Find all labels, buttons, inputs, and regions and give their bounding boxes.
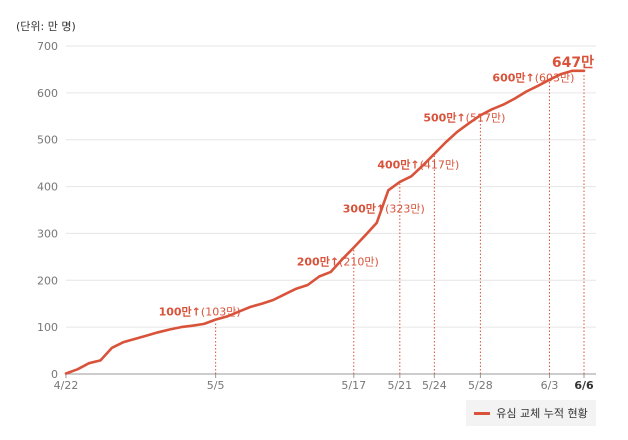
unit-label: (단위: 만 명) bbox=[16, 20, 76, 33]
milestone-annotation: 200만↑(210만) bbox=[297, 255, 379, 269]
x-tick-label: 5/24 bbox=[422, 379, 447, 392]
x-tick-label: 5/21 bbox=[387, 379, 412, 392]
milestone-annotation: 300만↑(323만) bbox=[343, 202, 425, 216]
x-tick-label: 5/17 bbox=[341, 379, 366, 392]
series-line bbox=[64, 69, 586, 375]
x-tick-label: 6/3 bbox=[541, 379, 559, 392]
milestone-annotation: 500만↑(517만) bbox=[423, 111, 505, 125]
y-tick-label: 200 bbox=[37, 274, 58, 287]
legend: 유심 교체 누적 현황 bbox=[466, 400, 596, 426]
y-tick-label: 100 bbox=[37, 321, 58, 334]
y-tick-label: 700 bbox=[37, 40, 58, 53]
x-tick-label: 5/5 bbox=[207, 379, 225, 392]
y-tick-label: 500 bbox=[37, 134, 58, 147]
milestone-annotation: 600만↑(603만) bbox=[492, 70, 574, 84]
milestone-annotation: 400만↑(417만) bbox=[377, 158, 459, 172]
x-tick-label: 6/6 bbox=[574, 379, 594, 392]
legend-swatch bbox=[474, 411, 491, 415]
x-tick-label: 4/22 bbox=[54, 379, 79, 392]
y-tick-label: 0 bbox=[51, 368, 58, 381]
legend-label: 유심 교체 누적 현황 bbox=[496, 407, 588, 420]
y-tick-label: 400 bbox=[37, 181, 58, 194]
y-tick-label: 600 bbox=[37, 87, 58, 100]
x-tick-label: 5/28 bbox=[468, 379, 493, 392]
final-value-label: 647만 bbox=[552, 55, 594, 71]
y-tick-label: 300 bbox=[37, 227, 58, 240]
milestone-annotation: 100만↑(103만) bbox=[159, 305, 241, 319]
